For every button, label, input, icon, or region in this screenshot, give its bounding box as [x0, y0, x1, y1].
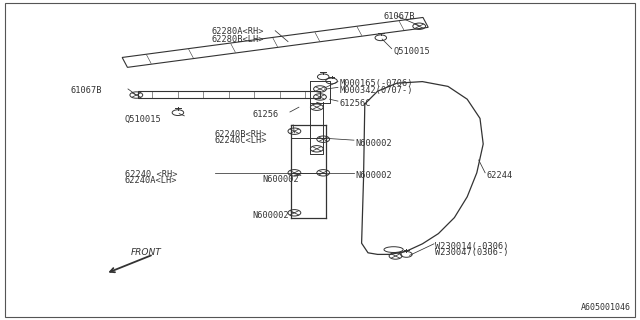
Text: N600002: N600002 [355, 171, 392, 180]
Text: 61067B: 61067B [70, 86, 102, 95]
Text: W230047(0306-): W230047(0306-) [435, 248, 509, 257]
Text: N600002: N600002 [262, 175, 299, 184]
Text: 62240A<LH>: 62240A<LH> [125, 176, 177, 185]
Text: 62240 <RH>: 62240 <RH> [125, 170, 177, 179]
Text: N600002: N600002 [355, 139, 392, 148]
Text: N600002: N600002 [253, 211, 289, 220]
Text: 62240C<LH>: 62240C<LH> [214, 136, 267, 145]
Text: 61067B: 61067B [384, 12, 415, 21]
Text: Q510015: Q510015 [125, 115, 161, 124]
Text: FRONT: FRONT [131, 248, 162, 257]
Text: 62244: 62244 [486, 171, 513, 180]
Text: W230014(-0306): W230014(-0306) [435, 242, 509, 251]
Text: M000342(0707-): M000342(0707-) [339, 86, 413, 95]
Text: 62240B<RH>: 62240B<RH> [214, 130, 267, 139]
Text: 61256C: 61256C [339, 99, 371, 108]
Text: 62280B<LH>: 62280B<LH> [211, 35, 264, 44]
Text: 62280A<RH>: 62280A<RH> [211, 27, 264, 36]
Text: A605001046: A605001046 [580, 303, 630, 312]
Text: M000165(-0706): M000165(-0706) [339, 79, 413, 88]
Text: Q510015: Q510015 [394, 47, 430, 56]
Text: 61256: 61256 [253, 110, 279, 119]
